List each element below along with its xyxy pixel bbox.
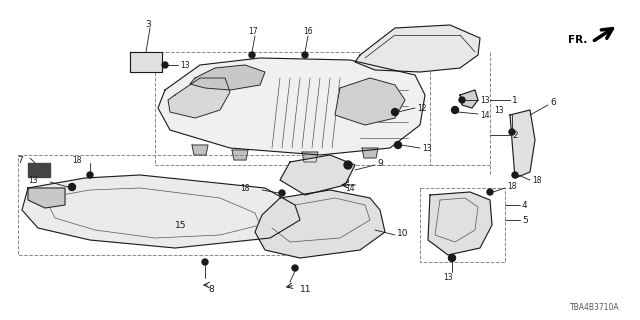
Text: 13: 13 (180, 60, 189, 69)
Polygon shape (280, 155, 355, 195)
Circle shape (279, 190, 285, 196)
Polygon shape (192, 145, 208, 155)
Text: 6: 6 (550, 98, 556, 107)
Circle shape (292, 265, 298, 271)
Circle shape (202, 259, 208, 265)
Polygon shape (28, 188, 65, 208)
Text: 10: 10 (397, 228, 408, 237)
Circle shape (449, 254, 456, 261)
Text: 5: 5 (522, 215, 528, 225)
Text: 3: 3 (145, 20, 151, 28)
Text: 2: 2 (512, 131, 518, 140)
Circle shape (302, 52, 308, 58)
Text: 18: 18 (241, 183, 250, 193)
Text: 13: 13 (443, 274, 453, 283)
Text: 12: 12 (417, 103, 426, 113)
Polygon shape (362, 148, 378, 158)
Circle shape (512, 172, 518, 178)
Text: 1: 1 (512, 95, 518, 105)
Text: 7: 7 (17, 156, 23, 164)
Polygon shape (190, 65, 265, 90)
Text: 9: 9 (377, 158, 383, 167)
Text: 13: 13 (480, 95, 490, 105)
Polygon shape (255, 190, 385, 258)
Circle shape (344, 161, 352, 169)
Circle shape (162, 62, 168, 68)
Circle shape (459, 97, 465, 103)
Polygon shape (460, 90, 478, 108)
Polygon shape (510, 110, 535, 178)
Polygon shape (158, 58, 425, 155)
Circle shape (249, 52, 255, 58)
Circle shape (394, 141, 401, 148)
Circle shape (509, 129, 515, 135)
Polygon shape (22, 175, 300, 248)
Circle shape (487, 189, 493, 195)
Text: 18: 18 (72, 156, 82, 164)
Text: 8: 8 (208, 285, 214, 294)
Text: 18: 18 (532, 175, 541, 185)
Text: 13: 13 (494, 106, 504, 115)
Text: 15: 15 (175, 220, 186, 229)
Circle shape (392, 108, 399, 116)
Text: 16: 16 (303, 27, 313, 36)
Polygon shape (335, 78, 405, 125)
Text: 13: 13 (28, 175, 38, 185)
Polygon shape (168, 78, 230, 118)
Polygon shape (130, 52, 162, 72)
Polygon shape (355, 25, 480, 72)
Polygon shape (232, 150, 248, 160)
Text: 13: 13 (422, 143, 431, 153)
Text: 14: 14 (345, 183, 355, 193)
Text: 11: 11 (300, 285, 312, 294)
Circle shape (87, 172, 93, 178)
Text: 14: 14 (480, 110, 490, 119)
Text: TBA4B3710A: TBA4B3710A (570, 303, 620, 313)
Polygon shape (28, 163, 50, 177)
Text: 17: 17 (248, 27, 258, 36)
Text: FR.: FR. (568, 35, 587, 45)
Circle shape (68, 183, 76, 190)
Text: 18: 18 (507, 181, 516, 190)
Text: 4: 4 (522, 201, 527, 210)
Polygon shape (428, 192, 492, 255)
Polygon shape (302, 152, 318, 162)
Circle shape (451, 107, 458, 114)
